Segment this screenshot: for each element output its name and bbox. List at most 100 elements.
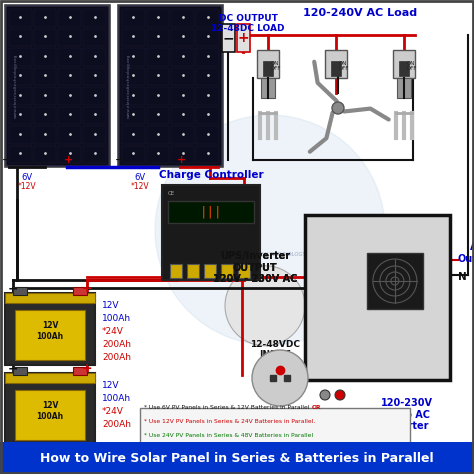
Text: 200Ah: 200Ah [102, 420, 131, 429]
Text: 120-230V
DC to AC
Inverter: 120-230V DC to AC Inverter [381, 398, 432, 431]
Bar [73, 287, 87, 295]
Bar [83, 9, 106, 27]
Bar [118, 5, 223, 167]
Bar [147, 87, 170, 104]
Bar [58, 67, 81, 85]
Text: 12-48VDC
INPUT: 12-48VDC INPUT [250, 340, 300, 359]
Bar [34, 146, 56, 163]
Bar [399, 61, 409, 76]
Bar [122, 87, 145, 104]
Text: 200Ah: 200Ah [102, 340, 131, 349]
Bar [34, 87, 56, 104]
Bar [122, 107, 145, 124]
Bar [263, 61, 273, 76]
Text: How to Wire Solar Panel in Series & Batteries in Parallel: How to Wire Solar Panel in Series & Batt… [40, 453, 434, 465]
Text: N: N [458, 272, 467, 282]
Bar [325, 50, 347, 78]
Circle shape [225, 266, 305, 346]
Text: −: − [8, 363, 18, 375]
Bar [222, 24, 235, 52]
Text: 6V: 6V [135, 173, 146, 182]
Bar [147, 146, 170, 163]
Text: *24V: *24V [102, 407, 124, 416]
Bar [196, 87, 219, 104]
Bar [9, 28, 32, 46]
Text: Charge Controller: Charge Controller [159, 170, 264, 180]
Text: ON
OFF: ON OFF [339, 61, 349, 72]
Bar [147, 107, 170, 124]
Bar [140, 408, 410, 450]
Text: ON
OFF: ON OFF [271, 61, 282, 72]
Text: *24V: *24V [102, 327, 124, 336]
Text: UPS/Inverter
OUTPUT
120V - 230V AC: UPS/Inverter OUTPUT 120V - 230V AC [213, 251, 297, 284]
Bar [34, 28, 56, 46]
Bar [5, 373, 95, 445]
Bar [58, 28, 81, 46]
Bar [147, 9, 170, 27]
Bar [73, 367, 87, 375]
Bar [196, 107, 219, 124]
Bar [83, 48, 106, 65]
Text: *12V: *12V [131, 182, 149, 191]
Text: * Use 12V PV Panels in Series & 24V Batteries in Parallel.: * Use 12V PV Panels in Series & 24V Batt… [144, 419, 315, 424]
Bar [147, 126, 170, 144]
Bar [172, 126, 194, 144]
Bar [9, 48, 32, 65]
Text: −: − [115, 155, 125, 165]
Bar [122, 67, 145, 85]
Text: 200Ah: 200Ah [102, 353, 131, 362]
Bar [5, 293, 95, 303]
Text: DC OUTPUT
12-48DC LOAD: DC OUTPUT 12-48DC LOAD [211, 14, 285, 33]
Text: +: + [82, 363, 92, 375]
Bar [147, 48, 170, 65]
Bar [196, 146, 219, 163]
Bar [15, 310, 85, 360]
Bar [204, 264, 216, 278]
Bar [122, 126, 145, 144]
Text: |||: ||| [200, 206, 222, 219]
Text: 12V: 12V [102, 301, 119, 310]
Bar [0, 442, 474, 474]
Bar [172, 48, 194, 65]
Bar [147, 67, 170, 85]
Bar [9, 9, 32, 27]
Text: * Use 6V PV Panels in Series & 12V Batteries in Parallel: * Use 6V PV Panels in Series & 12V Batte… [144, 405, 311, 410]
Bar [83, 146, 106, 163]
Bar [9, 126, 32, 144]
Bar [170, 264, 182, 278]
Text: +: + [64, 155, 73, 165]
Bar [5, 293, 95, 365]
Bar [13, 287, 27, 295]
Text: AC
Output: AC Output [458, 242, 474, 264]
Bar [83, 67, 106, 85]
Bar [122, 9, 145, 27]
Bar [172, 87, 194, 104]
Bar [5, 373, 95, 383]
Bar [237, 24, 250, 52]
Circle shape [320, 390, 330, 400]
Bar [172, 9, 194, 27]
Bar [147, 28, 170, 46]
Bar [83, 28, 106, 46]
Bar [9, 67, 32, 85]
Bar [9, 107, 32, 124]
Text: 100Ah: 100Ah [102, 314, 131, 323]
Text: * Use 24V PV Panels in Series & 48V Batteries in Parallel: * Use 24V PV Panels in Series & 48V Batt… [144, 433, 313, 438]
Bar [172, 28, 194, 46]
Text: www.electricaltechnology.org: www.electricaltechnology.org [13, 54, 18, 118]
Bar [196, 126, 219, 144]
Bar [34, 67, 56, 85]
Bar [238, 264, 250, 278]
Text: OR: OR [312, 405, 321, 410]
Bar [196, 48, 219, 65]
Bar [122, 28, 145, 46]
Text: 100Ah: 100Ah [102, 394, 131, 403]
Text: −: − [8, 283, 18, 295]
Bar [83, 126, 106, 144]
Bar [196, 28, 219, 46]
Bar [13, 367, 27, 375]
Circle shape [335, 390, 345, 400]
Text: +: + [237, 31, 249, 45]
Text: 120-240V AC Load: 120-240V AC Load [303, 8, 417, 18]
Text: UPS/Inverter
OUTPUT
120V - 230V AC: UPS/Inverter OUTPUT 120V - 230V AC [213, 251, 297, 284]
